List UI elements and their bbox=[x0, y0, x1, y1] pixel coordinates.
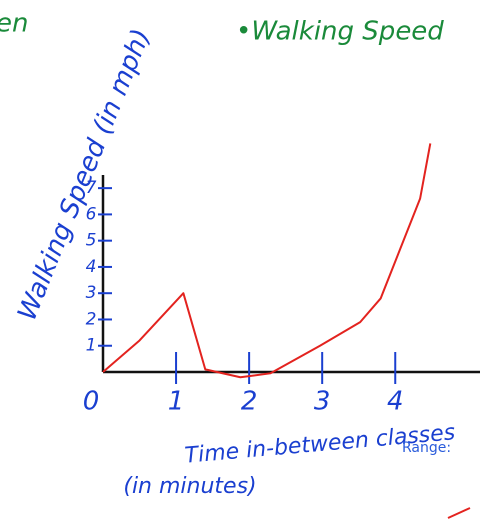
chart: en •Walking Speed Walking Speed (in mph)… bbox=[0, 0, 480, 520]
y-tick-label: 7 bbox=[86, 178, 97, 198]
x-axis-label: (in minutes) bbox=[123, 474, 256, 499]
chart-title: •Walking Speed bbox=[236, 17, 444, 47]
y-tick-label: 6 bbox=[86, 204, 97, 224]
x-tick-label: 3 bbox=[314, 387, 331, 417]
red-mark bbox=[448, 508, 470, 518]
cut-text: en bbox=[0, 9, 28, 39]
line bbox=[103, 143, 430, 377]
annotation: Range: bbox=[402, 440, 451, 456]
y-tick-label: 3 bbox=[86, 283, 97, 303]
y-tick-label: 1 bbox=[86, 336, 97, 356]
x-tick-label: 2 bbox=[241, 387, 258, 417]
y-tick-label: 2 bbox=[86, 309, 97, 329]
y-tick-label: 4 bbox=[86, 257, 97, 277]
y-tick-label: 5 bbox=[86, 231, 97, 251]
x-tick-label: 1 bbox=[168, 387, 185, 417]
x-tick-label: 0 bbox=[83, 387, 100, 417]
y-axis-label: Walking Speed (in mph) bbox=[12, 25, 156, 325]
x-tick-label: 4 bbox=[387, 387, 404, 417]
